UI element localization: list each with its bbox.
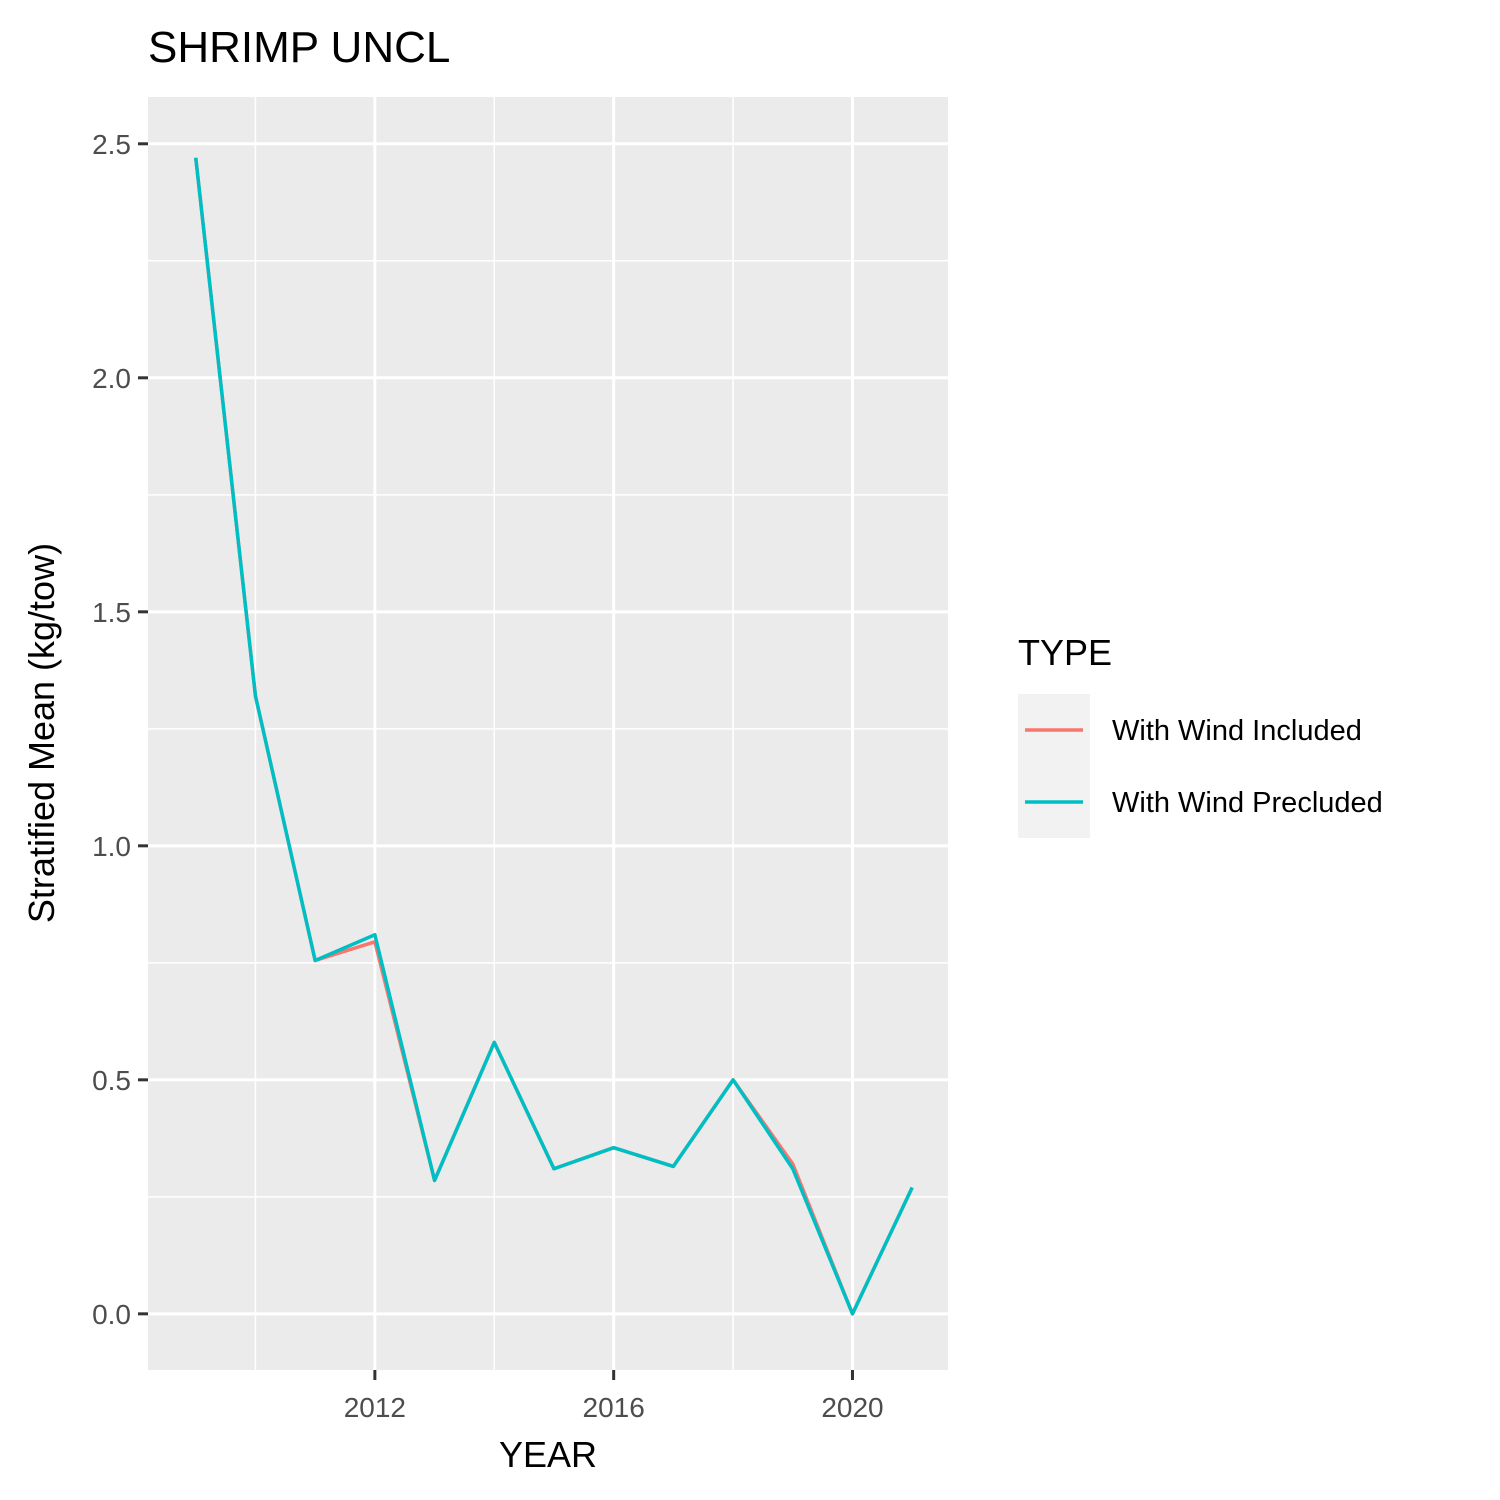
legend: TYPE With Wind Included With Wind Preclud… — [1018, 632, 1383, 838]
y-axis-title: Stratified Mean (kg/tow) — [21, 543, 62, 923]
y-axis: 0.0 0.5 1.0 1.5 2.0 2.5 — [92, 129, 148, 1330]
chart-title: SHRIMP UNCL — [148, 23, 450, 72]
x-tick-label: 2016 — [583, 1392, 645, 1423]
grid-major — [148, 97, 948, 1370]
x-tick-label: 2020 — [821, 1392, 883, 1423]
grid-minor — [148, 97, 948, 1370]
x-axis-title: YEAR — [499, 1434, 597, 1475]
series-layer — [194, 157, 914, 1316]
y-tick-label: 0.5 — [92, 1065, 131, 1096]
y-tick-label: 2.0 — [92, 363, 131, 394]
legend-title: TYPE — [1018, 632, 1112, 673]
y-tick-label: 0.0 — [92, 1299, 131, 1330]
legend-items: With Wind Included With Wind Precluded — [1018, 694, 1383, 838]
y-tick-label: 1.5 — [92, 597, 131, 628]
plot-panel — [148, 97, 948, 1370]
x-axis: 2012 2016 2020 — [344, 1370, 884, 1423]
y-tick-label: 1.0 — [92, 831, 131, 862]
legend-label: With Wind Precluded — [1112, 787, 1383, 819]
legend-label: With Wind Included — [1112, 715, 1362, 747]
y-tick-label: 2.5 — [92, 129, 131, 160]
x-tick-label: 2012 — [344, 1392, 406, 1423]
